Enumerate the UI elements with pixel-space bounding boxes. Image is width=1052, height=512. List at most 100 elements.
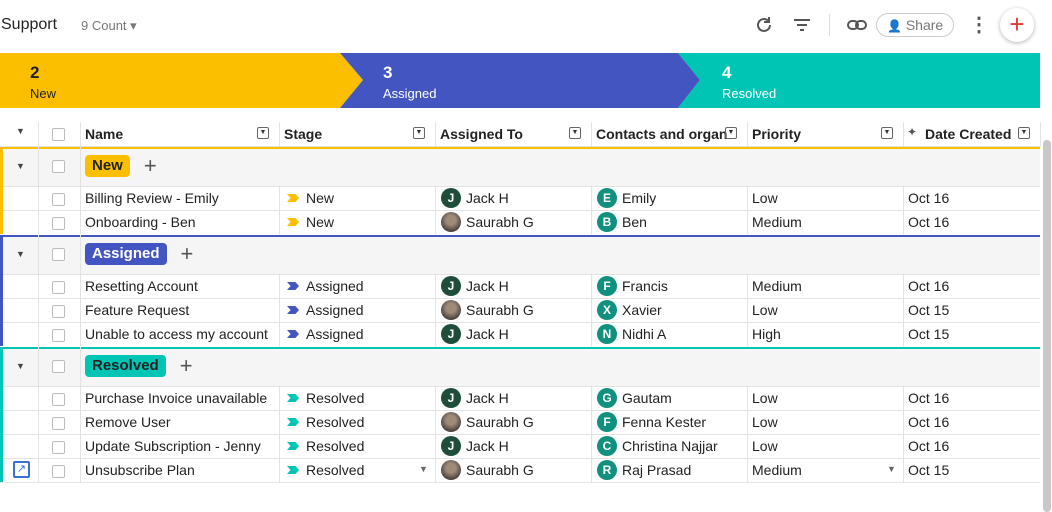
row-checkbox[interactable] xyxy=(52,305,65,318)
column-menu[interactable]: ▼ xyxy=(725,127,737,139)
name-cell[interactable]: Update Subscription - Jenny xyxy=(85,438,261,454)
collapse-toggle[interactable]: ▼ xyxy=(16,249,25,259)
add-row[interactable]: + xyxy=(179,353,193,378)
column-header[interactable]: Stage xyxy=(284,126,323,142)
stage-icon xyxy=(287,194,299,202)
stage-cell: Assigned xyxy=(306,326,364,342)
filter-icon[interactable] xyxy=(792,15,812,35)
group-label: Resolved xyxy=(85,355,166,377)
group-checkbox[interactable] xyxy=(52,160,65,173)
row-checkbox[interactable] xyxy=(52,217,65,230)
contact-cell[interactable]: Emily xyxy=(622,190,657,206)
column-header[interactable]: Priority xyxy=(752,126,802,142)
grid-line xyxy=(0,298,1040,299)
grid-line xyxy=(903,274,904,298)
priority-cell: Medium xyxy=(752,214,802,230)
contact-cell[interactable]: Xavier xyxy=(622,302,662,318)
row-checkbox[interactable] xyxy=(52,417,65,430)
grid-line xyxy=(279,274,280,298)
assignee-avatar: J xyxy=(441,324,461,344)
add-row[interactable]: + xyxy=(143,153,157,178)
name-cell[interactable]: Remove User xyxy=(85,414,171,430)
priority-dropdown[interactable]: ▼ xyxy=(887,464,896,474)
expand-all[interactable]: ▼ xyxy=(16,126,25,136)
grid-line xyxy=(0,410,1040,411)
row-checkbox[interactable] xyxy=(52,281,65,294)
row-checkbox[interactable] xyxy=(52,193,65,206)
contact-cell[interactable]: Nidhi A xyxy=(622,326,667,342)
date-cell: Oct 16 xyxy=(908,190,950,206)
group-checkbox[interactable] xyxy=(52,248,65,261)
count: 9 Count xyxy=(81,18,127,33)
collapse-toggle[interactable]: ▼ xyxy=(16,161,25,171)
grid-line xyxy=(279,458,280,482)
grid-line xyxy=(38,434,39,458)
open-record[interactable]: ↗ xyxy=(13,461,30,478)
name-cell[interactable]: Purchase Invoice unavailable xyxy=(85,390,268,406)
row-checkbox[interactable] xyxy=(52,441,65,454)
name-cell[interactable]: Unsubscribe Plan xyxy=(85,462,195,478)
contact-cell[interactable]: Francis xyxy=(622,278,668,294)
select-all[interactable] xyxy=(52,128,65,141)
column-menu[interactable]: ▼ xyxy=(569,127,581,139)
grid-line xyxy=(591,274,592,298)
count-dropdown[interactable]: 9 Count ▾ xyxy=(81,18,137,33)
grid-line xyxy=(747,434,748,458)
grid-line xyxy=(80,322,81,346)
date-cell: Oct 16 xyxy=(908,214,950,230)
share-button[interactable]: 👤 Share xyxy=(876,13,954,37)
name-cell[interactable]: Feature Request xyxy=(85,302,190,318)
assignee-photo xyxy=(441,212,461,232)
grid-line xyxy=(591,122,592,146)
grid-line xyxy=(591,298,592,322)
pipeline-stage[interactable] xyxy=(678,53,1040,108)
contact-avatar: E xyxy=(597,188,617,208)
column-header[interactable]: Name xyxy=(85,126,124,142)
priority-cell: Medium xyxy=(752,462,802,478)
refresh-icon[interactable] xyxy=(754,15,774,35)
scrollbar[interactable] xyxy=(1043,140,1051,512)
grid-line xyxy=(747,322,748,346)
column-menu[interactable]: ▼ xyxy=(413,127,425,139)
link-icon[interactable] xyxy=(846,15,868,35)
group-title: Resolved + xyxy=(85,355,193,377)
date-cell: Oct 16 xyxy=(908,438,950,454)
name-cell[interactable]: Onboarding - Ben xyxy=(85,214,196,230)
grid-line xyxy=(0,386,1040,387)
column-menu[interactable]: ▼ xyxy=(1018,127,1030,139)
contact-cell[interactable]: Christina Najjar xyxy=(622,438,718,454)
column-menu[interactable]: ▼ xyxy=(257,127,269,139)
more-icon[interactable]: ⋮ xyxy=(969,14,989,36)
add-row[interactable]: + xyxy=(180,241,194,266)
column-header[interactable]: Assigned To xyxy=(440,126,523,142)
add-button[interactable]: + xyxy=(1000,8,1034,42)
grid-line xyxy=(279,386,280,410)
name-cell[interactable]: Unable to access my account xyxy=(85,326,268,342)
assignee-cell: Jack H xyxy=(466,278,509,294)
share-label: Share xyxy=(905,17,944,33)
name-cell[interactable]: Resetting Account xyxy=(85,278,198,294)
row-checkbox[interactable] xyxy=(52,393,65,406)
contact-cell[interactable]: Gautam xyxy=(622,390,672,406)
grid-line xyxy=(38,235,39,274)
column-header[interactable]: Contacts and organizations xyxy=(596,126,727,142)
group-header xyxy=(0,347,1040,386)
group-label: Assigned xyxy=(85,243,167,265)
grid-line xyxy=(279,298,280,322)
pipeline-stage[interactable] xyxy=(340,53,700,108)
pipeline-stage[interactable] xyxy=(0,53,363,108)
column-header[interactable]: Date Created xyxy=(925,126,1012,142)
grid-line xyxy=(435,210,436,234)
collapse-toggle[interactable]: ▼ xyxy=(16,361,25,371)
name-cell[interactable]: Billing Review - Emily xyxy=(85,190,219,206)
contact-cell[interactable]: Raj Prasad xyxy=(622,462,692,478)
contact-cell[interactable]: Ben xyxy=(622,214,647,230)
row-checkbox[interactable] xyxy=(52,329,65,342)
stage-cell: New xyxy=(306,190,335,206)
group-checkbox[interactable] xyxy=(52,360,65,373)
column-menu[interactable]: ▼ xyxy=(881,127,893,139)
stage-cell: Resolved xyxy=(306,390,365,406)
row-checkbox[interactable] xyxy=(52,465,65,478)
stage-dropdown[interactable]: ▼ xyxy=(419,464,428,474)
contact-cell[interactable]: Fenna Kester xyxy=(622,414,707,430)
